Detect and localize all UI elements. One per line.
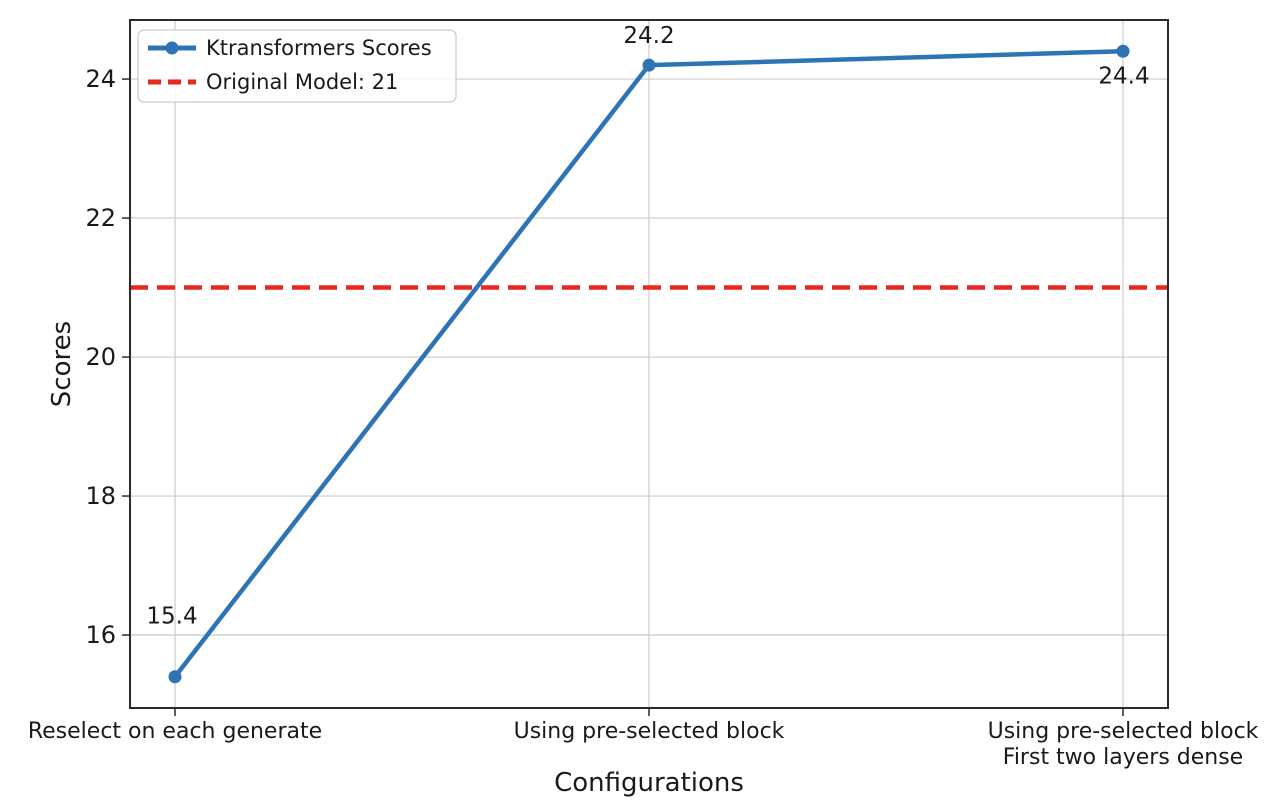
y-tick-label: 24 — [85, 65, 116, 93]
x-axis-label: Configurations — [554, 768, 744, 798]
point-label: 24.4 — [1098, 63, 1149, 89]
data-point-marker — [168, 670, 182, 684]
y-tick-label: 18 — [85, 482, 116, 510]
x-tick-label: Using pre-selected block First two layers… — [988, 719, 1259, 770]
legend-label-series: Ktransformers Scores — [206, 36, 432, 60]
y-axis-label: Scores — [47, 321, 77, 407]
point-label: 15.4 — [146, 604, 197, 630]
legend-label-reference: Original Model: 21 — [206, 70, 398, 94]
y-tick-label: 20 — [85, 343, 116, 371]
data-point-marker — [1116, 44, 1130, 58]
legend-series-marker-sample — [165, 41, 179, 55]
x-tick-label: Using pre-selected block — [514, 719, 785, 744]
data-point-marker — [642, 58, 656, 72]
legend-box — [137, 29, 457, 103]
y-tick-label: 16 — [85, 621, 116, 649]
point-label: 24.2 — [623, 23, 674, 49]
x-tick-label: Reselect on each generate — [28, 719, 322, 744]
y-tick-label: 22 — [85, 204, 116, 232]
